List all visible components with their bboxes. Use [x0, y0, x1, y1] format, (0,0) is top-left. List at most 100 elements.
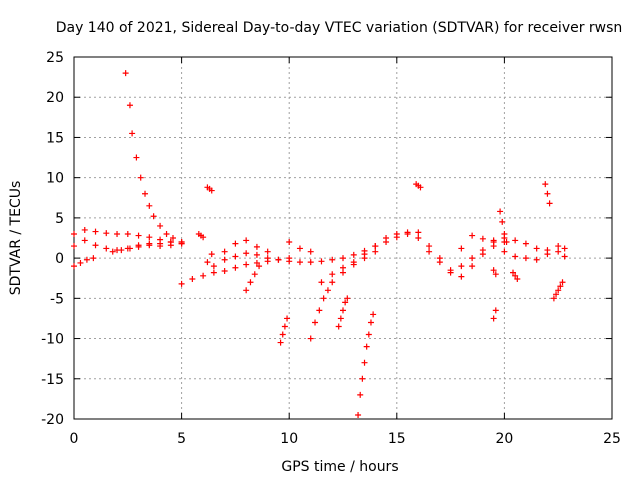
data-point [81, 226, 88, 233]
data-point [436, 255, 443, 262]
data-point [372, 243, 379, 250]
data-point [340, 307, 346, 314]
series-track-b [71, 237, 185, 254]
data-point [103, 230, 110, 237]
y-tick-label: 5 [55, 211, 64, 227]
data-point [146, 242, 153, 249]
y-tick-label: 20 [46, 90, 64, 106]
data-point [372, 248, 379, 255]
data-point [167, 239, 174, 246]
series-track-l [243, 263, 263, 294]
data-point [329, 279, 336, 286]
series-track-p [335, 295, 351, 330]
data-point [533, 256, 540, 263]
data-point [157, 240, 164, 247]
y-tick-label: 25 [46, 50, 64, 66]
data-point [329, 256, 336, 263]
data-point [243, 237, 250, 244]
data-point [533, 245, 540, 252]
series-track-r [318, 229, 568, 286]
x-tick-label: 0 [70, 431, 79, 447]
axis-ticks [73, 56, 613, 420]
data-point [365, 331, 372, 338]
data-point [114, 230, 121, 237]
data-point [559, 279, 566, 286]
data-point [469, 232, 476, 239]
series-track-e [122, 70, 185, 246]
data-point [320, 295, 327, 302]
data-point [361, 359, 368, 366]
series-track-a [71, 226, 185, 247]
data-point [157, 222, 164, 229]
series-track-f [178, 255, 293, 287]
data-point [221, 267, 228, 274]
data-point [546, 200, 553, 207]
data-point [103, 245, 110, 252]
data-point [307, 259, 314, 266]
data-point [510, 269, 517, 276]
data-point [92, 228, 99, 235]
data-point [135, 232, 142, 239]
series-track-m [277, 315, 291, 346]
data-point [137, 174, 144, 181]
data-point [458, 245, 465, 252]
data-point [83, 256, 90, 263]
data-point [221, 248, 228, 255]
data-point [367, 319, 374, 326]
x-tick-labels: 0 5 10 15 20 25 [70, 431, 621, 447]
data-point [232, 240, 239, 247]
data-point [118, 247, 125, 254]
data-points [71, 70, 568, 418]
data-point [469, 263, 476, 270]
data-point [232, 253, 239, 260]
x-tick-label: 10 [280, 431, 298, 447]
data-point [264, 248, 271, 255]
data-point [553, 291, 560, 298]
series-track-aa [550, 279, 566, 302]
data-point [357, 391, 364, 398]
data-point [514, 276, 521, 283]
data-point [561, 245, 568, 252]
data-point [163, 230, 170, 237]
data-point [90, 255, 97, 262]
data-point [499, 218, 506, 225]
data-point [415, 229, 422, 236]
data-point [284, 315, 291, 322]
data-point [522, 240, 529, 247]
data-point [135, 243, 142, 250]
data-point [200, 272, 207, 279]
data-point [281, 323, 288, 330]
data-point [501, 248, 508, 255]
series-track-j [204, 184, 215, 194]
data-point [200, 234, 207, 241]
data-point [361, 251, 368, 258]
data-point [479, 235, 486, 242]
data-point [71, 230, 77, 237]
data-point [109, 248, 116, 255]
data-point [544, 190, 551, 197]
data-point [324, 287, 331, 294]
data-point [210, 269, 217, 276]
data-point [503, 239, 510, 246]
y-tick-label: -20 [41, 412, 64, 428]
data-point [279, 331, 286, 338]
x-tick-label: 15 [388, 431, 406, 447]
series-track-x [497, 208, 510, 246]
series-track-i [204, 251, 215, 266]
data-point [189, 276, 196, 283]
data-point [490, 243, 497, 250]
series-track-h [221, 237, 271, 255]
data-point [247, 279, 254, 286]
series-track-g [210, 229, 422, 270]
data-point [243, 261, 250, 268]
data-point [253, 243, 260, 250]
data-point [307, 248, 314, 255]
y-tick-label: 15 [46, 130, 64, 146]
data-point [550, 295, 557, 302]
data-point [415, 235, 422, 241]
data-point [344, 295, 351, 302]
series-track-w [490, 307, 499, 322]
data-point [208, 187, 215, 194]
data-point [458, 263, 465, 270]
data-point [490, 315, 497, 322]
